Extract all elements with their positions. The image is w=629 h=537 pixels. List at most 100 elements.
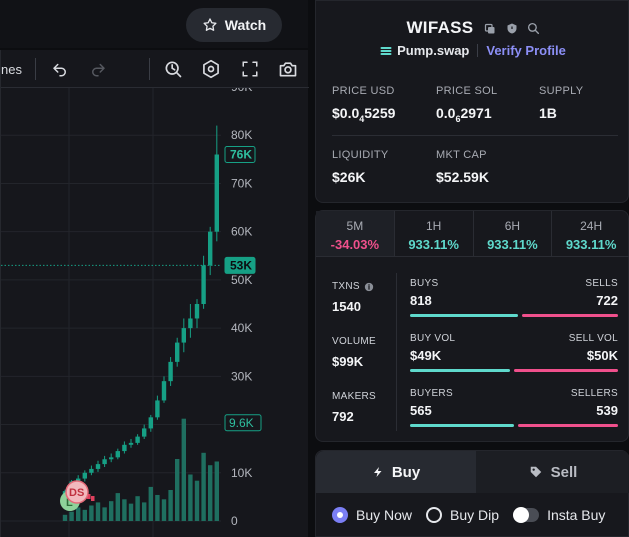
tab-24h[interactable]: 24H 933.11% (552, 211, 629, 256)
volume-bar (82, 509, 87, 521)
buyers-value: 565 (410, 403, 432, 418)
trade-card: Buy Sell Buy Now Buy Dip Insta Buy (315, 450, 629, 537)
y-tick-label: 60K (231, 225, 252, 239)
insta-buy-toggle[interactable] (513, 507, 540, 523)
volume-tag: 9.6K (229, 416, 254, 430)
option-insta-buy[interactable]: Insta Buy (513, 507, 605, 523)
sellvol-label: SELL VOL (568, 333, 618, 344)
fullscreen-icon[interactable] (239, 58, 261, 80)
buyvol-sellvol-bar (410, 369, 618, 372)
trade-tabs: Buy Sell (316, 451, 629, 493)
txns-value: 1540 (332, 299, 361, 314)
buys-bar (410, 314, 519, 317)
watch-button[interactable]: Watch (186, 8, 282, 42)
tab-change: 933.11% (408, 237, 459, 252)
buyers-bar (410, 424, 515, 427)
subline-divider (477, 44, 479, 57)
chart-section: Watch nes (0, 0, 309, 537)
volume-bar (148, 486, 153, 521)
price-sol-value: 0.062971 (436, 105, 492, 124)
volume-bar (181, 418, 186, 521)
camera-icon[interactable] (277, 58, 299, 80)
volume-bar (109, 501, 114, 521)
candle-body (214, 154, 219, 232)
volume-bar (142, 502, 147, 521)
volume-bar (62, 514, 68, 521)
y-tick-label: 70K (231, 176, 252, 190)
candle-body (109, 457, 114, 460)
option-buy-now[interactable]: Buy Now (332, 507, 412, 523)
tab-sell[interactable]: Sell (476, 451, 629, 493)
search-icon[interactable] (527, 20, 540, 40)
lightning-icon (373, 467, 382, 477)
current-price-tag-bg (224, 256, 256, 274)
price-sol-label: PRICE SOL (436, 85, 498, 97)
volume-bar (76, 507, 81, 521)
candle-body (76, 478, 81, 482)
redo-icon[interactable] (87, 58, 109, 80)
buy-now-label: Buy Now (356, 507, 413, 523)
settings-hex-icon[interactable] (200, 58, 222, 80)
candle-body (122, 444, 127, 452)
sells-label: SELLS (585, 278, 618, 289)
liquidity-value: $26K (332, 169, 366, 185)
y-tick-label: 90K (231, 88, 252, 94)
tab-buy[interactable]: Buy (316, 451, 476, 493)
buyvol-bar (410, 369, 510, 372)
candle-body (115, 451, 120, 458)
makers-stat: MAKERS 792 (332, 391, 376, 424)
volume-bar (128, 503, 134, 521)
price-usd-metric: PRICE USD $0.045259 (332, 85, 395, 124)
option-buy-dip[interactable]: Buy Dip (426, 507, 499, 523)
volume-bar (95, 502, 101, 521)
undo-icon[interactable] (49, 58, 71, 80)
tab-6h[interactable]: 6H 933.11% (474, 211, 553, 256)
chart-panel: nes 90K80K70K60K50K40K30K20K10K (0, 50, 309, 537)
tab-label: 5M (346, 219, 364, 233)
candle-body (102, 459, 107, 465)
candle-body (194, 304, 200, 319)
indicators-label[interactable]: nes (1, 62, 22, 77)
tab-1h[interactable]: 1H 933.11% (395, 211, 474, 256)
buy-options: Buy Now Buy Dip Insta Buy (332, 507, 619, 523)
liquidity-metric: LIQUIDITY $26K (332, 149, 389, 185)
verify-profile-link[interactable]: Verify Profile (486, 43, 566, 58)
candle-body (168, 361, 173, 382)
tab-5m[interactable]: 5M -34.03% (316, 211, 395, 256)
insta-buy-label: Insta Buy (547, 507, 606, 523)
shield-icon[interactable] (506, 20, 518, 40)
volume-bar (115, 493, 120, 521)
dex-link[interactable]: Pump.swap (380, 43, 469, 58)
volume-bar (194, 480, 200, 521)
chart-toolbar: nes (1, 50, 309, 88)
buyvol-label: BUY VOL (410, 333, 456, 344)
token-subline: Pump.swap Verify Profile (316, 43, 629, 58)
copy-icon[interactable] (484, 20, 496, 40)
tab-label: 24H (580, 219, 603, 233)
dex-name: Pump.swap (397, 43, 470, 58)
buyvol-value: $49K (410, 348, 442, 363)
divider (332, 135, 618, 136)
marker-ds-label: DS (69, 487, 84, 499)
y-tick-label: 50K (231, 273, 252, 287)
radio-selected[interactable] (332, 507, 348, 523)
buyers-label: BUYERS (410, 388, 453, 399)
volume-bar (122, 499, 127, 521)
y-tick-label: 80K (231, 128, 252, 142)
volume-bar (89, 505, 94, 521)
info-icon[interactable] (364, 282, 374, 292)
volume-bar (161, 499, 167, 521)
candle-body (155, 400, 160, 418)
replay-icon[interactable] (162, 58, 184, 80)
supply-value: 1B (539, 105, 557, 121)
high-price-tag: 76K (230, 148, 252, 162)
candle-body (188, 318, 193, 329)
token-name: WIFASS (406, 18, 474, 37)
watch-label: Watch (224, 17, 267, 33)
txns-stat: TXNS 1540 (332, 281, 374, 314)
current-price-tag: 53K (230, 258, 252, 272)
buys-sells-bar (410, 314, 618, 317)
price-chart[interactable]: 90K80K70K60K50K40K30K20K10K076K53K9.6KLD… (1, 88, 309, 537)
radio-unselected[interactable] (426, 507, 443, 523)
tab-change: 933.11% (487, 237, 538, 252)
